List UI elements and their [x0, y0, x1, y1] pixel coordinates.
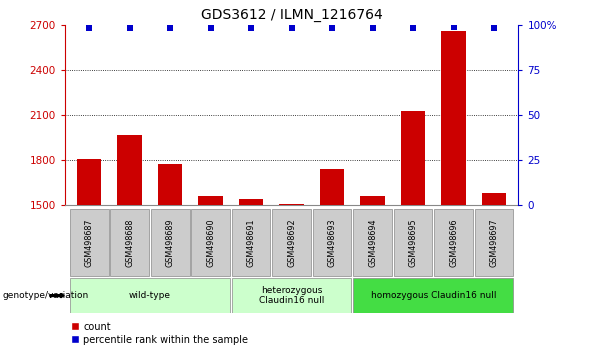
Point	[84, 25, 94, 31]
Bar	[70, 209, 108, 276]
Legend: count, percentile rank within the sample: count, percentile rank within the sample	[70, 322, 248, 344]
Text: GSM498696: GSM498696	[449, 218, 458, 267]
Bar	[360, 196, 385, 205]
Bar	[231, 278, 352, 313]
Bar	[77, 159, 101, 205]
Bar	[482, 193, 506, 205]
Text: GSM498690: GSM498690	[206, 218, 215, 267]
Bar	[434, 209, 473, 276]
Bar	[393, 209, 432, 276]
Bar	[151, 209, 190, 276]
Bar	[239, 199, 263, 205]
Text: GSM498692: GSM498692	[287, 218, 296, 267]
Text: heterozygous
Claudin16 null: heterozygous Claudin16 null	[259, 286, 324, 305]
Bar	[353, 278, 514, 313]
Text: homozygous Claudin16 null: homozygous Claudin16 null	[370, 291, 496, 300]
Point	[449, 24, 458, 29]
Bar	[158, 164, 182, 205]
Bar	[320, 169, 344, 205]
Point	[125, 25, 134, 31]
Point	[287, 25, 296, 31]
Bar	[198, 196, 223, 205]
Point	[166, 25, 175, 31]
Text: GSM498688: GSM498688	[125, 218, 134, 267]
Text: genotype/variation: genotype/variation	[3, 291, 89, 300]
Bar	[70, 278, 230, 313]
Bar	[272, 209, 311, 276]
Point	[327, 25, 337, 31]
Bar	[475, 209, 514, 276]
Bar	[191, 209, 230, 276]
Bar	[401, 110, 425, 205]
Bar	[279, 204, 304, 205]
Title: GDS3612 / ILMN_1216764: GDS3612 / ILMN_1216764	[201, 8, 382, 22]
Bar	[441, 31, 466, 205]
Point	[489, 25, 499, 31]
Text: GSM498691: GSM498691	[247, 218, 256, 267]
Text: GSM498693: GSM498693	[327, 218, 336, 267]
Text: GSM498687: GSM498687	[85, 218, 94, 267]
Text: wild-type: wild-type	[129, 291, 171, 300]
Text: GSM498689: GSM498689	[166, 218, 174, 267]
Text: GSM498697: GSM498697	[489, 218, 498, 267]
Text: GSM498695: GSM498695	[409, 218, 418, 267]
Text: GSM498694: GSM498694	[368, 218, 377, 267]
Point	[206, 25, 216, 31]
Bar	[110, 209, 149, 276]
Point	[368, 25, 378, 31]
Bar	[353, 209, 392, 276]
Point	[408, 25, 418, 31]
Bar	[313, 209, 352, 276]
Bar	[231, 209, 270, 276]
Bar	[117, 135, 142, 205]
Point	[246, 25, 256, 31]
